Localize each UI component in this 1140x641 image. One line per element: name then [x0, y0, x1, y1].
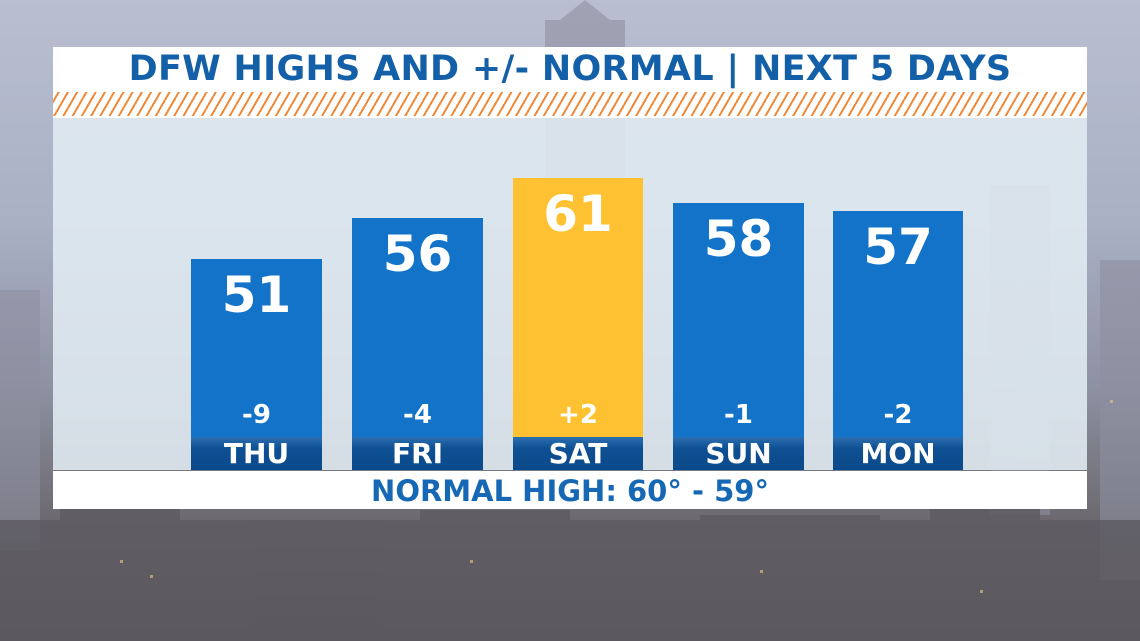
bar-mon: 57 -2 MON	[833, 211, 963, 470]
day-label: MON	[833, 437, 963, 470]
bar-sat: 61 +2 SAT	[513, 178, 643, 470]
high-temp-value: 56	[382, 225, 453, 283]
day-label: FRI	[352, 437, 483, 470]
departure-value: +2	[558, 400, 598, 430]
bar-fri: 56 -4 FRI	[352, 218, 483, 470]
bar-sun: 58 -1 SUN	[673, 203, 804, 470]
high-temp-value: 51	[221, 266, 292, 324]
high-temp-value: 58	[703, 210, 774, 268]
day-label: SAT	[513, 437, 643, 470]
high-temp-value: 57	[863, 218, 933, 276]
departure-value: -4	[403, 400, 432, 430]
high-temp-value: 61	[543, 185, 613, 243]
normal-high-footer: NORMAL HIGH: 60° - 59°	[53, 471, 1087, 509]
departure-value: -9	[242, 400, 271, 430]
departure-value: -1	[724, 400, 753, 430]
chart-title: DFW HIGHS AND +/- NORMAL | NEXT 5 DAYS	[53, 47, 1087, 92]
title-hatch-divider	[53, 92, 1087, 118]
departure-value: -2	[883, 400, 913, 430]
bar-thu: 51 -9 THU	[191, 259, 322, 470]
day-label: SUN	[673, 437, 804, 470]
day-label: THU	[191, 437, 322, 470]
